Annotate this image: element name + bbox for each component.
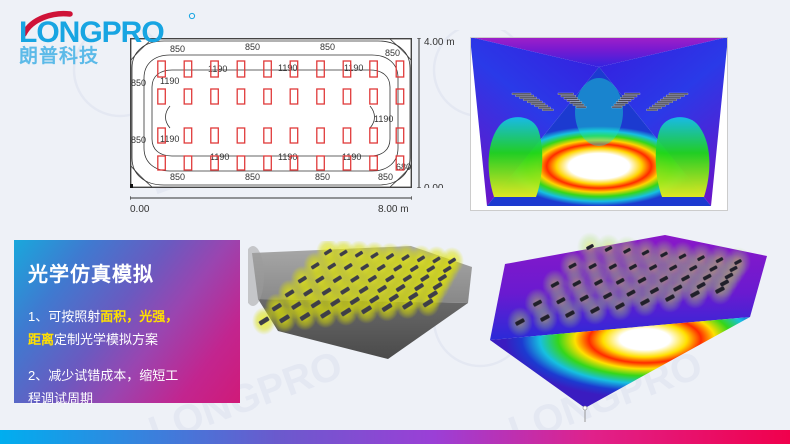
svg-text:850: 850 xyxy=(170,172,185,182)
svg-text:850: 850 xyxy=(245,42,260,52)
svg-text:1190: 1190 xyxy=(374,114,393,124)
svg-text:0.00: 0.00 xyxy=(424,183,444,188)
svg-text:8.00 m: 8.00 m xyxy=(378,204,409,215)
svg-text:1190: 1190 xyxy=(344,63,363,73)
svg-text:850: 850 xyxy=(131,78,146,88)
svg-text:850: 850 xyxy=(320,42,335,52)
svg-text:4.00 m: 4.00 m xyxy=(424,38,455,48)
svg-text:850: 850 xyxy=(131,135,146,145)
svg-text:1190: 1190 xyxy=(342,152,361,162)
svg-text:850: 850 xyxy=(315,172,330,182)
svg-text:850: 850 xyxy=(385,48,400,58)
svg-text:1190: 1190 xyxy=(278,63,297,73)
svg-text:朗普科技: 朗普科技 xyxy=(19,44,99,67)
svg-text:1190: 1190 xyxy=(278,152,297,162)
svg-text:850: 850 xyxy=(378,172,393,182)
svg-text:1190: 1190 xyxy=(210,152,229,162)
svg-text:850: 850 xyxy=(245,172,260,182)
svg-text:0.00: 0.00 xyxy=(130,204,150,215)
svg-text:LONGPRO: LONGPRO xyxy=(19,16,164,49)
